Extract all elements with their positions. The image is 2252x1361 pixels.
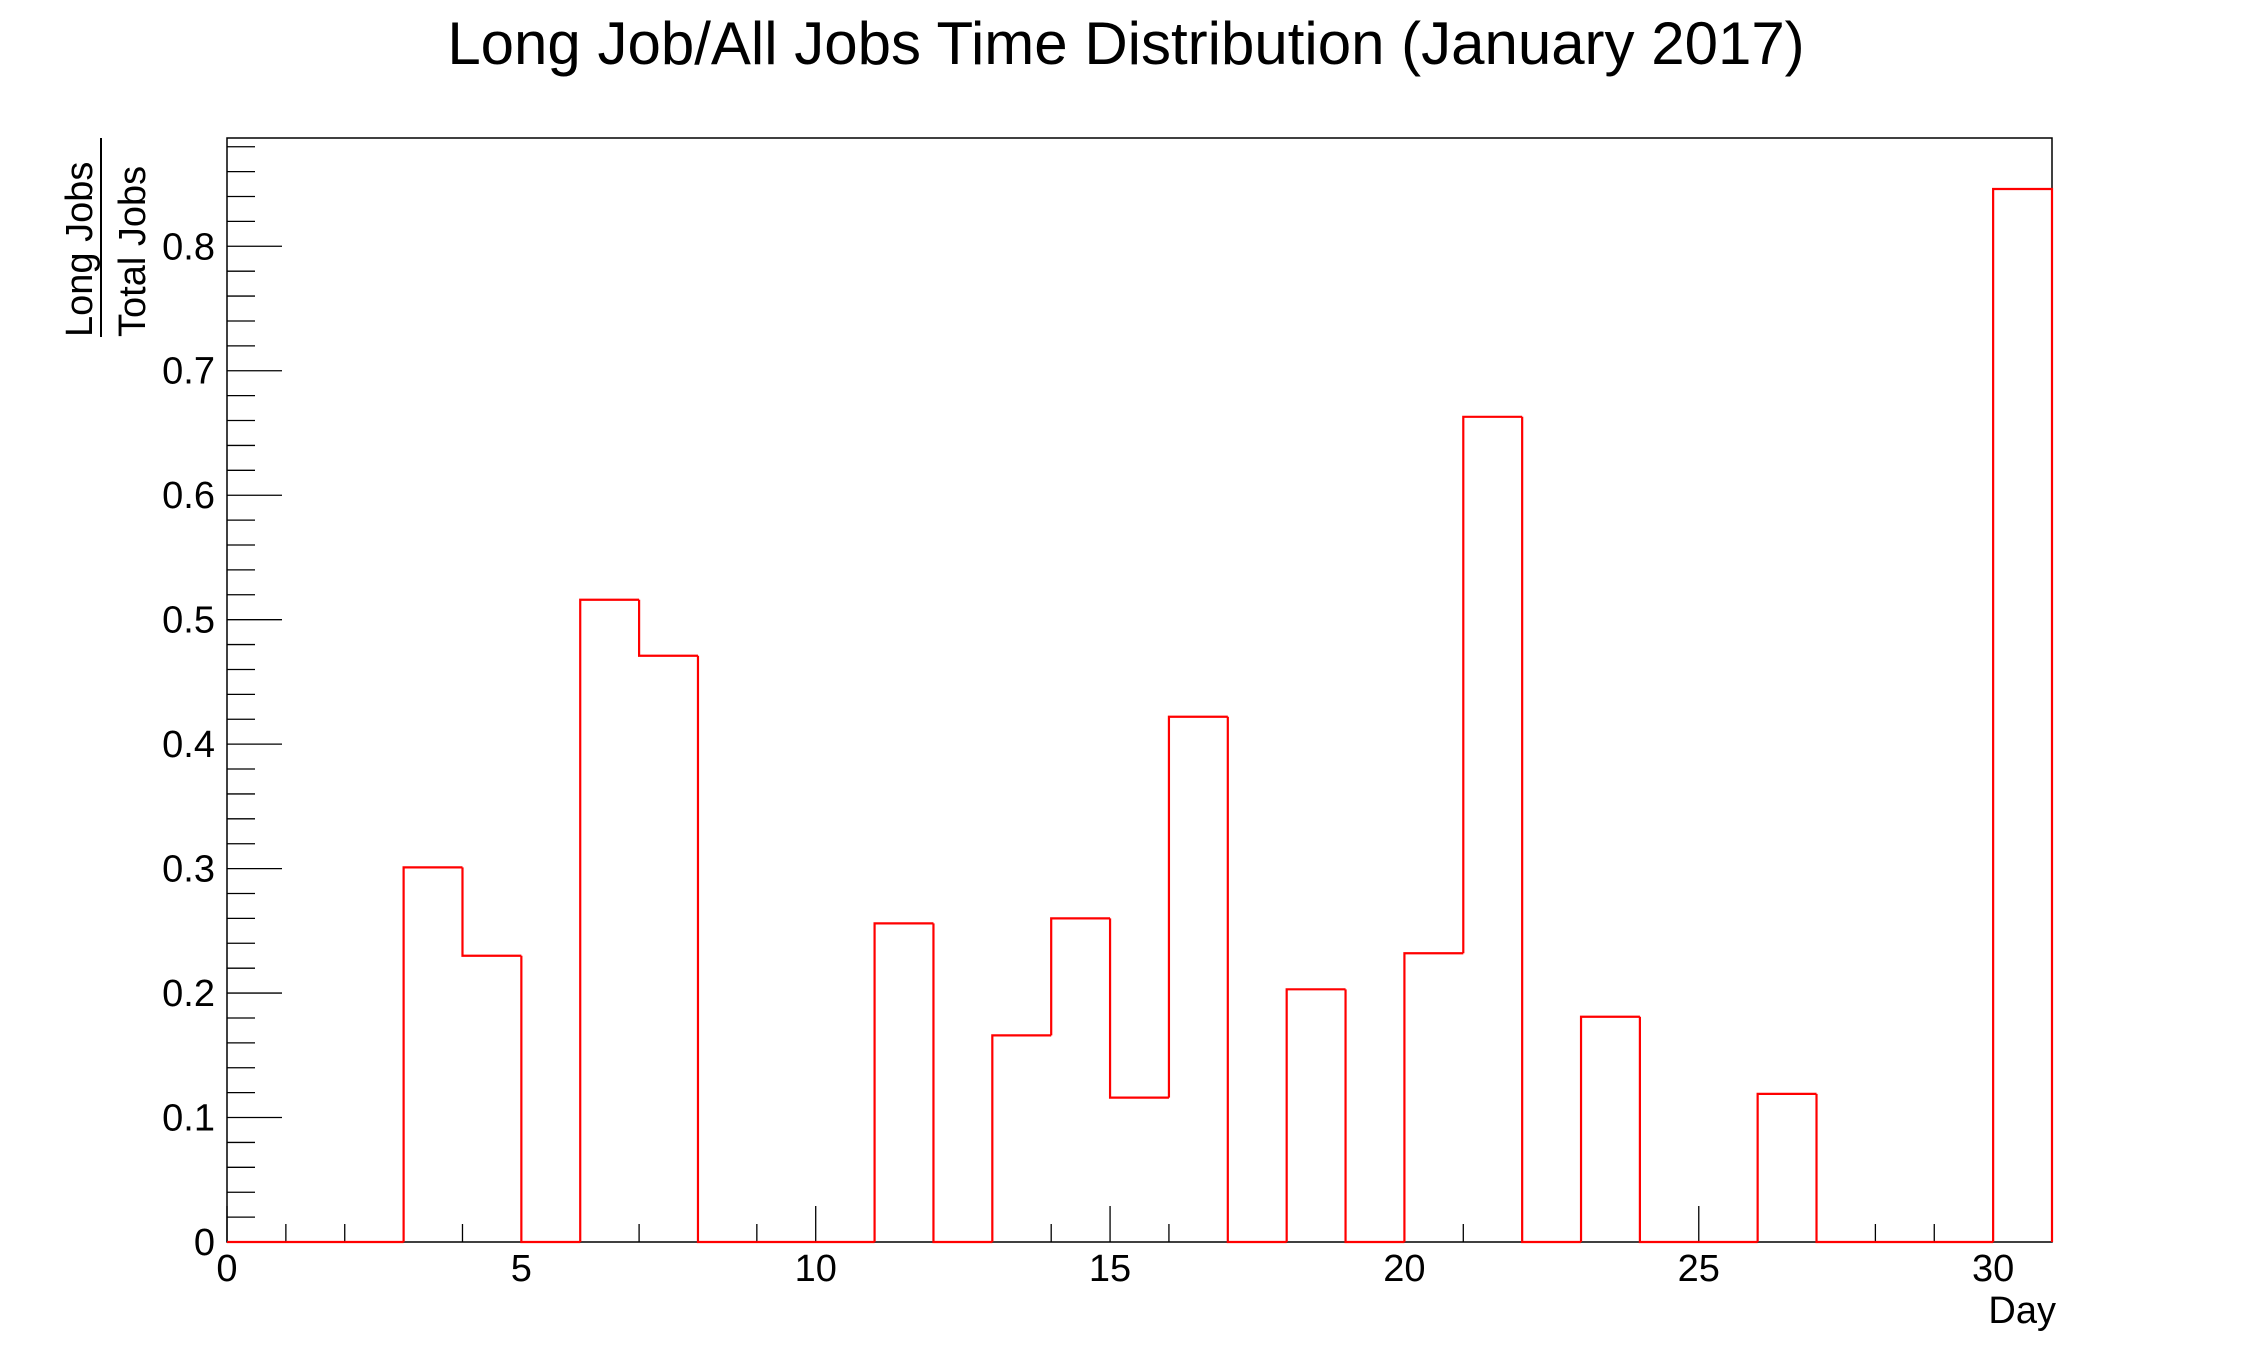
histogram-bin-day-26 bbox=[1756, 1092, 1817, 1242]
y-tick-label: 0.3 bbox=[162, 849, 215, 891]
x-axis-ticks bbox=[226, 1206, 2053, 1242]
x-axis-label: Day bbox=[1988, 1290, 2056, 1332]
histogram-bin-day-21 bbox=[1462, 415, 1523, 954]
histogram-bin-day-19 bbox=[1344, 989, 1405, 1244]
histogram-bin-day-18 bbox=[1285, 988, 1346, 1242]
histogram-bin-day-11 bbox=[873, 922, 934, 1242]
x-tick-label: 0 bbox=[216, 1248, 237, 1290]
histogram-bin-day-7 bbox=[637, 599, 698, 657]
y-axis-label-denominator: Total Jobs bbox=[112, 166, 154, 337]
x-tick-label: 20 bbox=[1383, 1248, 1425, 1290]
x-axis-tick-labels: 0 5 10 15 20 25 30 bbox=[216, 1248, 2014, 1290]
y-tick-label: 0.1 bbox=[162, 1098, 215, 1140]
y-tick-label: 0.7 bbox=[162, 351, 215, 393]
histogram-bin-day-6 bbox=[579, 598, 640, 1242]
histogram-bin-day-24 bbox=[1638, 1016, 1699, 1244]
y-axis-ticks bbox=[227, 146, 282, 1243]
histogram-bin-day-15 bbox=[1108, 918, 1169, 1099]
x-tick-label: 5 bbox=[511, 1248, 532, 1290]
histogram-bin-day-30 bbox=[1992, 187, 2054, 1242]
y-axis-label: Long Jobs Total Jobs bbox=[59, 138, 154, 337]
y-axis-tick-labels: 0 0.1 0.2 0.3 0.4 0.5 0.6 0.7 0.8 bbox=[162, 226, 215, 1264]
histogram-bin-day-20 bbox=[1403, 952, 1464, 1242]
y-axis-label-numerator: Long Jobs bbox=[59, 162, 101, 337]
y-tick-label: 0.4 bbox=[162, 724, 215, 766]
histogram-bin-day-17 bbox=[1226, 716, 1287, 1244]
histogram-bin-day-14 bbox=[1050, 917, 1111, 1036]
histogram-bin-day-13 bbox=[991, 1034, 1052, 1242]
plot-frame bbox=[226, 137, 2053, 1243]
x-tick-label: 25 bbox=[1678, 1248, 1720, 1290]
histogram-bin-day-5 bbox=[520, 955, 581, 1244]
histogram-bin-day-12 bbox=[932, 923, 993, 1244]
histogram-bars bbox=[227, 187, 2054, 1244]
histogram-bin-day-4 bbox=[461, 867, 522, 957]
histogram-bin-day-8 bbox=[696, 655, 757, 1244]
histogram-bin-day-27 bbox=[1815, 1093, 1876, 1244]
histogram-bin-day-16 bbox=[1167, 715, 1228, 1098]
histogram-bin-day-22 bbox=[1521, 416, 1582, 1244]
y-tick-label: 0.6 bbox=[162, 475, 215, 517]
x-tick-label: 10 bbox=[795, 1248, 837, 1290]
histogram-bin-day-23 bbox=[1579, 1015, 1640, 1242]
y-tick-label: 0.5 bbox=[162, 600, 215, 642]
y-tick-label: 0.8 bbox=[162, 226, 215, 268]
chart-title: Long Job/All Jobs Time Distribution (Jan… bbox=[447, 10, 1804, 77]
x-tick-label: 15 bbox=[1089, 1248, 1131, 1290]
x-tick-label: 30 bbox=[1972, 1248, 2014, 1290]
y-tick-label: 0 bbox=[194, 1222, 215, 1264]
plot-frame-rect bbox=[226, 137, 2053, 1243]
histogram-bin-day-3 bbox=[402, 866, 463, 1242]
y-tick-label: 0.2 bbox=[162, 973, 215, 1015]
